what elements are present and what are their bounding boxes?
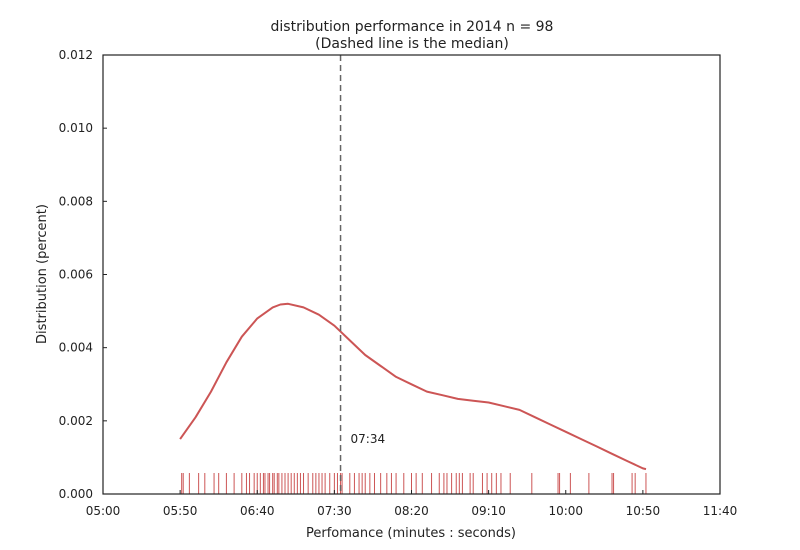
x-tick-label: 09:10 [471,504,506,518]
x-tick-label: 06:40 [240,504,275,518]
median-label: 07:34 [351,432,386,446]
x-tick-label: 08:20 [394,504,429,518]
chart-subtitle: (Dashed line is the median) [315,36,509,52]
y-tick-label: 0.008 [59,194,93,208]
x-tick-label: 07:30 [317,504,352,518]
plot-frame [102,54,721,495]
y-tick-label: 0.002 [59,414,93,428]
x-tick-label: 10:50 [626,504,661,518]
x-tick-label: 11:40 [703,504,738,518]
y-axis-label: Distribution (percent) [35,204,50,344]
x-tick-label: 10:00 [548,504,583,518]
chart-title: distribution performance in 2014 n = 98 [271,19,554,35]
x-axis-label: Perfomance (minutes : seconds) [306,526,516,541]
x-axis: 05:00 05:50 06:40 07:30 08:20 09:10 10:00 10:50… [86,490,738,518]
y-tick-label: 0.000 [59,487,93,501]
y-axis: 0.000 0.002 0.004 0.006 0.008 0.010 0.012 [59,48,107,501]
plot-area: 07:34 [179,55,647,494]
y-tick-label: 0.004 [59,341,93,355]
y-tick-label: 0.012 [59,48,93,62]
x-tick-label: 05:00 [86,504,121,518]
y-tick-label: 0.010 [59,121,93,135]
y-tick-label: 0.006 [59,268,93,282]
x-tick-label: 05:50 [163,504,198,518]
density-line [179,302,647,471]
